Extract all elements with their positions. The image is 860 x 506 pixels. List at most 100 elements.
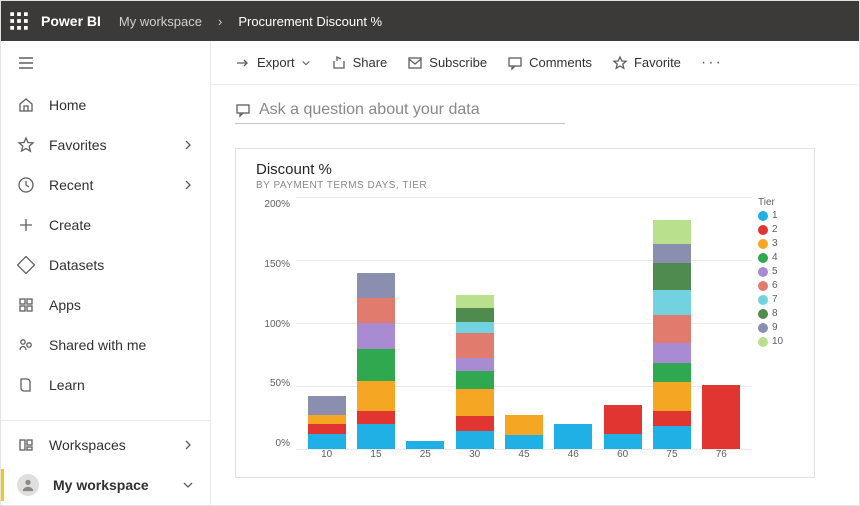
bar-segment-tier-4 <box>456 371 494 389</box>
bar-segment-tier-7 <box>456 322 494 333</box>
topbar: Power BI My workspace › Procurement Disc… <box>1 1 859 41</box>
qna-input[interactable]: Ask a question about your data <box>235 101 565 124</box>
bar-segment-tier-1 <box>456 431 494 449</box>
main: Export Share Subscribe Comments Favorite… <box>211 41 859 505</box>
bar-segment-tier-5 <box>357 323 395 349</box>
bar-segment-tier-6 <box>653 315 691 343</box>
bar-segment-tier-2 <box>653 411 691 426</box>
bar-segment-tier-1 <box>406 441 444 449</box>
bar-46[interactable] <box>554 424 592 449</box>
bar-segment-tier-3 <box>308 415 346 424</box>
bar-segment-tier-6 <box>456 333 494 358</box>
bar-30[interactable] <box>456 295 494 449</box>
hamburger-icon[interactable] <box>17 54 35 72</box>
bar-segment-tier-3 <box>653 382 691 411</box>
bar-segment-tier-8 <box>456 308 494 322</box>
chart-legend: Tier12345678910 <box>752 197 806 467</box>
bar-segment-tier-6 <box>357 298 395 323</box>
bar-segment-tier-3 <box>456 389 494 417</box>
share-label: Share <box>353 55 388 70</box>
breadcrumb-workspace[interactable]: My workspace <box>119 14 202 29</box>
bar-segment-tier-5 <box>653 343 691 363</box>
legend-item-8[interactable]: 8 <box>758 308 806 319</box>
comments-label: Comments <box>529 55 592 70</box>
chart-y-axis: 200%150%100%50%0% <box>256 197 296 467</box>
comments-button[interactable]: Comments <box>499 51 600 75</box>
chart-plot: 101525304546607576 <box>296 197 752 467</box>
share-button[interactable]: Share <box>323 51 396 75</box>
waffle-icon[interactable] <box>9 11 29 31</box>
bar-25[interactable] <box>406 441 444 449</box>
home-icon <box>17 96 35 114</box>
bar-segment-tier-10 <box>456 295 494 308</box>
subscribe-button[interactable]: Subscribe <box>399 51 495 75</box>
sidebar-item-create[interactable]: Create <box>1 205 210 245</box>
chevron-right-icon <box>182 179 194 191</box>
bar-segment-tier-8 <box>653 263 691 291</box>
chevron-down-icon <box>182 479 194 491</box>
avatar-icon <box>17 474 39 496</box>
export-label: Export <box>257 55 295 70</box>
bar-segment-tier-7 <box>653 290 691 315</box>
bar-segment-tier-1 <box>604 434 642 449</box>
favorite-label: Favorite <box>634 55 681 70</box>
sidebar-item-recent[interactable]: Recent <box>1 165 210 205</box>
favorite-button[interactable]: Favorite <box>604 51 689 75</box>
apps-icon <box>17 296 35 314</box>
legend-item-9[interactable]: 9 <box>758 322 806 333</box>
sidebar-item-shared[interactable]: Shared with me <box>1 325 210 365</box>
legend-item-3[interactable]: 3 <box>758 238 806 249</box>
legend-item-5[interactable]: 5 <box>758 266 806 277</box>
bar-segment-tier-1 <box>653 426 691 449</box>
bar-segment-tier-4 <box>653 363 691 382</box>
comment-icon <box>235 102 251 118</box>
bar-segment-tier-2 <box>604 405 642 434</box>
legend-item-10[interactable]: 10 <box>758 336 806 347</box>
sidebar-item-favorites[interactable]: Favorites <box>1 125 210 165</box>
legend-item-1[interactable]: 1 <box>758 210 806 221</box>
sidebar-item-learn[interactable]: Learn <box>1 365 210 405</box>
bar-segment-tier-1 <box>308 434 346 449</box>
chevron-right-icon: › <box>218 14 222 29</box>
sidebar-item-home[interactable]: Home <box>1 85 210 125</box>
sidebar-item-label: Apps <box>49 297 194 313</box>
sidebar-item-label: Shared with me <box>49 337 194 353</box>
bar-segment-tier-9 <box>308 396 346 415</box>
tile-title: Discount % <box>256 161 806 178</box>
more-options-button[interactable]: ··· <box>693 54 731 72</box>
bar-segment-tier-2 <box>357 411 395 424</box>
datasets-icon <box>17 256 35 274</box>
recent-icon <box>17 176 35 194</box>
sidebar-item-label: Datasets <box>49 257 194 273</box>
sidebar-item-apps[interactable]: Apps <box>1 285 210 325</box>
chart-tile[interactable]: Discount % BY PAYMENT TERMS DAYS, TIER 2… <box>235 148 815 478</box>
legend-item-2[interactable]: 2 <box>758 224 806 235</box>
sidebar: HomeFavorites Recent Create Datasets Apps Sha… <box>1 41 211 505</box>
bar-segment-tier-10 <box>653 220 691 244</box>
bar-segment-tier-2 <box>308 424 346 434</box>
bar-segment-tier-4 <box>357 349 395 381</box>
bar-segment-tier-2 <box>456 416 494 431</box>
breadcrumb-report[interactable]: Procurement Discount % <box>238 14 382 29</box>
report-toolbar: Export Share Subscribe Comments Favorite… <box>211 41 859 85</box>
legend-item-4[interactable]: 4 <box>758 252 806 263</box>
qna-placeholder: Ask a question about your data <box>259 101 480 119</box>
export-button[interactable]: Export <box>227 51 319 75</box>
sidebar-item-label: Recent <box>49 177 168 193</box>
bar-segment-tier-1 <box>554 424 592 449</box>
bar-45[interactable] <box>505 415 543 449</box>
bar-15[interactable] <box>357 273 395 449</box>
sidebar-item-datasets[interactable]: Datasets <box>1 245 210 285</box>
bar-10[interactable] <box>308 396 346 449</box>
sidebar-item-label: My workspace <box>53 477 168 493</box>
subscribe-label: Subscribe <box>429 55 487 70</box>
bar-60[interactable] <box>604 405 642 449</box>
bar-76[interactable] <box>702 385 740 449</box>
legend-item-7[interactable]: 7 <box>758 294 806 305</box>
legend-item-6[interactable]: 6 <box>758 280 806 291</box>
sidebar-item-myworkspace[interactable]: My workspace <box>1 465 210 505</box>
workspaces-icon <box>17 436 35 454</box>
favorites-icon <box>17 136 35 154</box>
sidebar-item-workspaces[interactable]: Workspaces <box>1 425 210 465</box>
bar-75[interactable] <box>653 220 691 449</box>
